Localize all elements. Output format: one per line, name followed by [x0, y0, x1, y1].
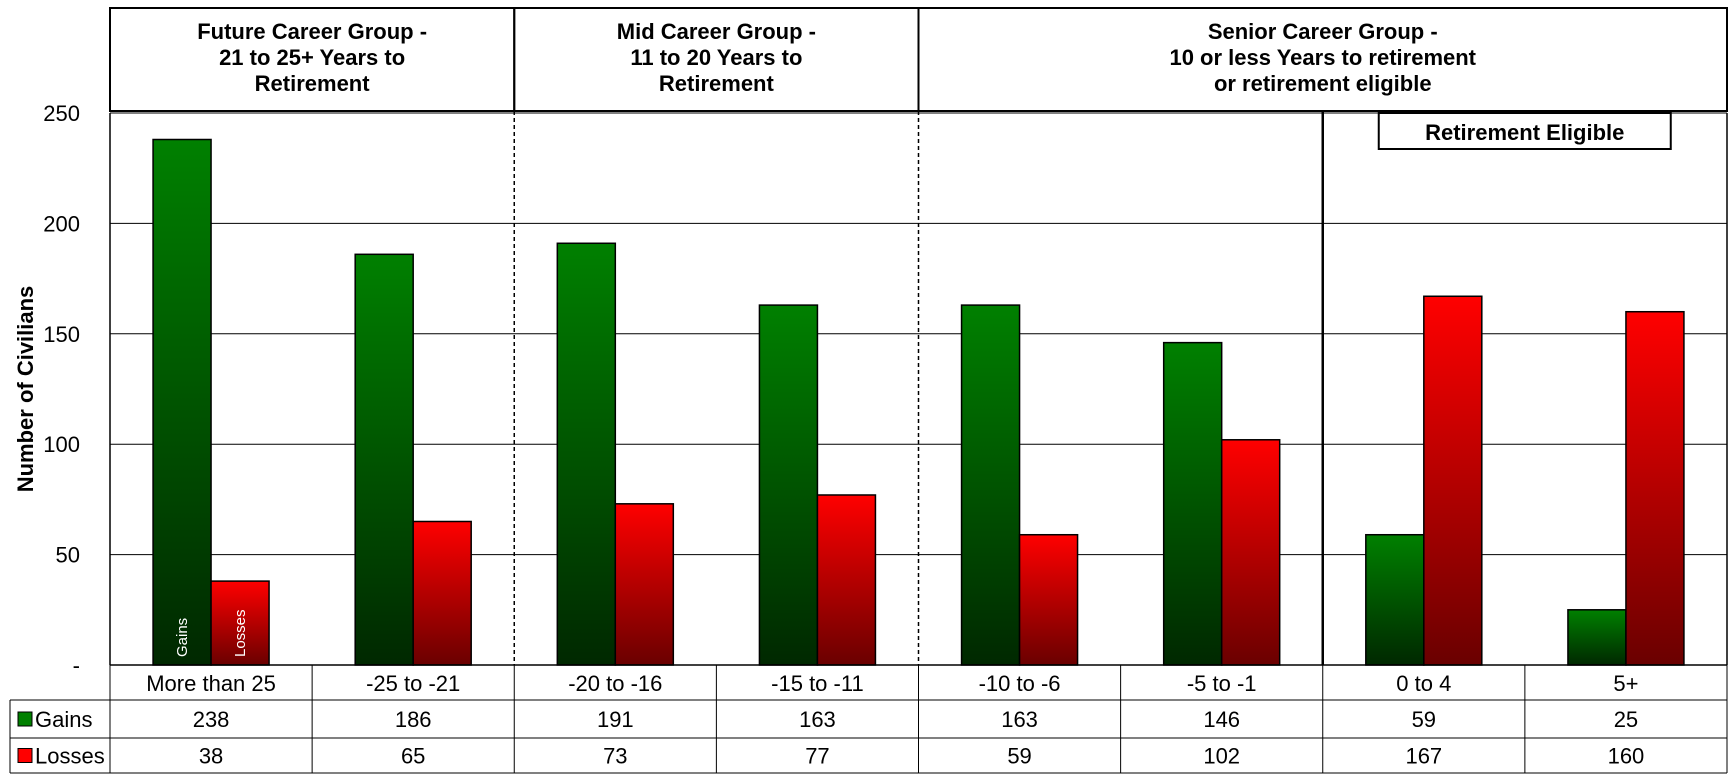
y-tick-label: 150: [43, 322, 80, 347]
bar-label-losses: Losses: [232, 609, 249, 657]
legend-label-gains: Gains: [35, 707, 92, 732]
chart-frame: [9, 7, 1728, 774]
bar-losses-1: [412, 520, 472, 666]
retirement-eligible-label: Retirement Eligible: [1425, 120, 1624, 145]
bar-gains-2: [556, 242, 617, 666]
data-label-losses: 160: [1608, 744, 1645, 769]
bar-label-gains: Gains: [174, 618, 191, 657]
bar-gains-1: [354, 253, 414, 666]
group-title-line: Retirement: [659, 71, 775, 96]
bar-losses-3: [816, 494, 877, 666]
x-tick-label: -20 to -16: [568, 671, 662, 696]
data-label-losses: 77: [805, 744, 829, 769]
bar-losses-2: [614, 503, 675, 666]
bar-losses-5: [1220, 439, 1281, 666]
group-title-line: or retirement eligible: [1214, 71, 1432, 96]
group-title-line: Future Career Group -: [197, 19, 427, 44]
data-label-gains: 238: [193, 707, 230, 732]
bar-gains-4: [960, 304, 1021, 666]
y-tick-label: -: [73, 653, 80, 678]
chart-text: - 50 100 150 200 250 Number of Civilians Gains L…: [13, 19, 1644, 769]
bar-gains-7: [1567, 609, 1627, 666]
x-tick-label: 0 to 4: [1396, 671, 1451, 696]
gridlines: [110, 112, 1727, 556]
data-label-losses: 59: [1007, 744, 1031, 769]
x-tick-label: -10 to -6: [979, 671, 1061, 696]
data-label-gains: 163: [799, 707, 836, 732]
data-label-losses: 65: [401, 744, 425, 769]
x-tick-label: -5 to -1: [1187, 671, 1257, 696]
group-title-line: Senior Career Group -: [1208, 19, 1438, 44]
y-tick-label: 100: [43, 432, 80, 457]
data-label-gains: 59: [1412, 707, 1436, 732]
x-tick-label: -15 to -11: [771, 671, 864, 696]
x-tick-label: 5+: [1613, 671, 1638, 696]
bars: [152, 138, 1685, 666]
data-label-losses: 167: [1405, 744, 1442, 769]
bar-losses-4: [1018, 533, 1079, 666]
bar-losses-7: [1625, 310, 1685, 666]
bar-losses-6: [1423, 295, 1483, 666]
group-title-line: 21 to 25+ Years to: [219, 45, 405, 70]
data-label-losses: 102: [1203, 744, 1240, 769]
bar-gains-0: [152, 138, 212, 666]
y-tick-label: 50: [56, 543, 80, 568]
y-tick-label: 250: [43, 101, 80, 126]
data-label-gains: 25: [1614, 707, 1638, 732]
group-title-line: Mid Career Group -: [617, 19, 816, 44]
legend-key-gains: [17, 711, 33, 727]
group-title-line: 11 to 20 Years to: [630, 45, 802, 70]
data-label-losses: 38: [199, 744, 223, 769]
bar-gains-3: [758, 304, 819, 666]
group-title-line: Retirement: [255, 71, 371, 96]
legend-key-losses: [17, 748, 33, 763]
data-label-gains: 146: [1203, 707, 1240, 732]
x-tick-label: More than 25: [146, 671, 276, 696]
bar-gains-6: [1365, 533, 1425, 666]
y-tick-label: 200: [43, 211, 80, 236]
group-title-line: 10 or less Years to retirement: [1169, 45, 1476, 70]
x-tick-label: -25 to -21: [366, 671, 460, 696]
data-label-gains: 163: [1001, 707, 1038, 732]
data-label-gains: 186: [395, 707, 432, 732]
legend-label-losses: Losses: [35, 744, 105, 769]
data-label-gains: 191: [597, 707, 634, 732]
y-axis-title: Number of Civilians: [13, 286, 38, 493]
bar-gains-5: [1162, 341, 1223, 666]
data-label-losses: 73: [603, 744, 627, 769]
retirement-eligible-box: [1377, 112, 1672, 150]
